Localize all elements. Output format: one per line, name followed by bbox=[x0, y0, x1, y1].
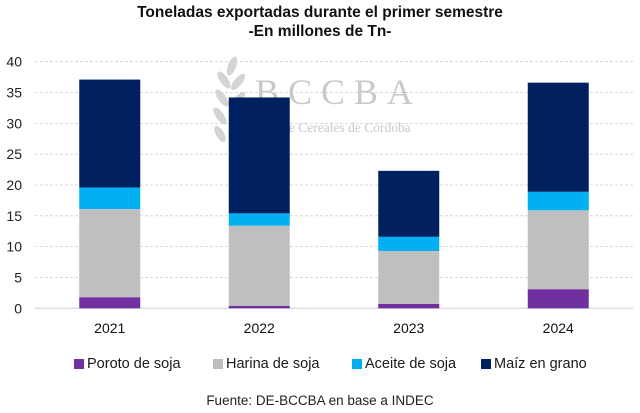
legend-swatch-aceite bbox=[352, 359, 362, 369]
bar-segment bbox=[378, 303, 440, 309]
x-tick-label: 2021 bbox=[94, 320, 125, 336]
bar-segment bbox=[527, 289, 589, 309]
bar-segment bbox=[79, 297, 141, 309]
bar-segment bbox=[228, 305, 290, 309]
bar-segment bbox=[228, 225, 290, 306]
y-tick-label: 30 bbox=[6, 115, 22, 131]
chart-source: Fuente: DE-BCCBA en base a INDEC bbox=[206, 393, 434, 408]
y-tick-label: 10 bbox=[6, 239, 22, 255]
legend-item-maiz: Maíz en grano bbox=[481, 356, 587, 372]
x-tick-label: 2024 bbox=[543, 320, 574, 336]
y-tick-label: 20 bbox=[6, 177, 22, 193]
x-tick-label: 2023 bbox=[393, 320, 424, 336]
legend-label: Poroto de soja bbox=[87, 356, 181, 372]
y-tick-label: 15 bbox=[6, 208, 22, 224]
legend-item-harina: Harina de soja bbox=[213, 356, 320, 372]
bar-segment bbox=[79, 187, 141, 210]
chart-title: Toneladas exportadas durante el primer s… bbox=[137, 4, 503, 21]
x-tick-label: 2022 bbox=[244, 320, 275, 336]
bar-segment bbox=[79, 209, 141, 298]
bar-segment bbox=[378, 250, 440, 304]
legend-label: Maíz en grano bbox=[494, 356, 587, 372]
y-tick-label: 35 bbox=[6, 85, 22, 101]
legend-label: Aceite de soja bbox=[365, 356, 457, 372]
y-tick-label: 0 bbox=[14, 300, 22, 316]
legend-swatch-maiz bbox=[481, 359, 491, 369]
legend-item-poroto: Poroto de soja bbox=[74, 356, 181, 372]
bar-segment bbox=[228, 97, 290, 214]
y-tick-label: 25 bbox=[6, 146, 22, 162]
legend-swatch-poroto bbox=[74, 359, 84, 369]
bar-segment bbox=[527, 210, 589, 290]
y-tick-label: 40 bbox=[6, 54, 22, 70]
bar-segment bbox=[527, 191, 589, 211]
y-tick-label: 5 bbox=[14, 269, 22, 285]
legend-item-aceite: Aceite de soja bbox=[352, 356, 456, 372]
bar-segment bbox=[378, 170, 440, 237]
bar-segment bbox=[527, 82, 589, 192]
legend-swatch-harina bbox=[213, 359, 223, 369]
bar-segment bbox=[228, 213, 290, 226]
bar-segment bbox=[79, 79, 141, 188]
chart-legend: Poroto de soja Harina de soja Aceite de … bbox=[0, 356, 640, 376]
bar-segment bbox=[378, 236, 440, 251]
chart-subtitle: -En millones de Tn- bbox=[248, 23, 392, 40]
legend-label: Harina de soja bbox=[226, 356, 320, 372]
